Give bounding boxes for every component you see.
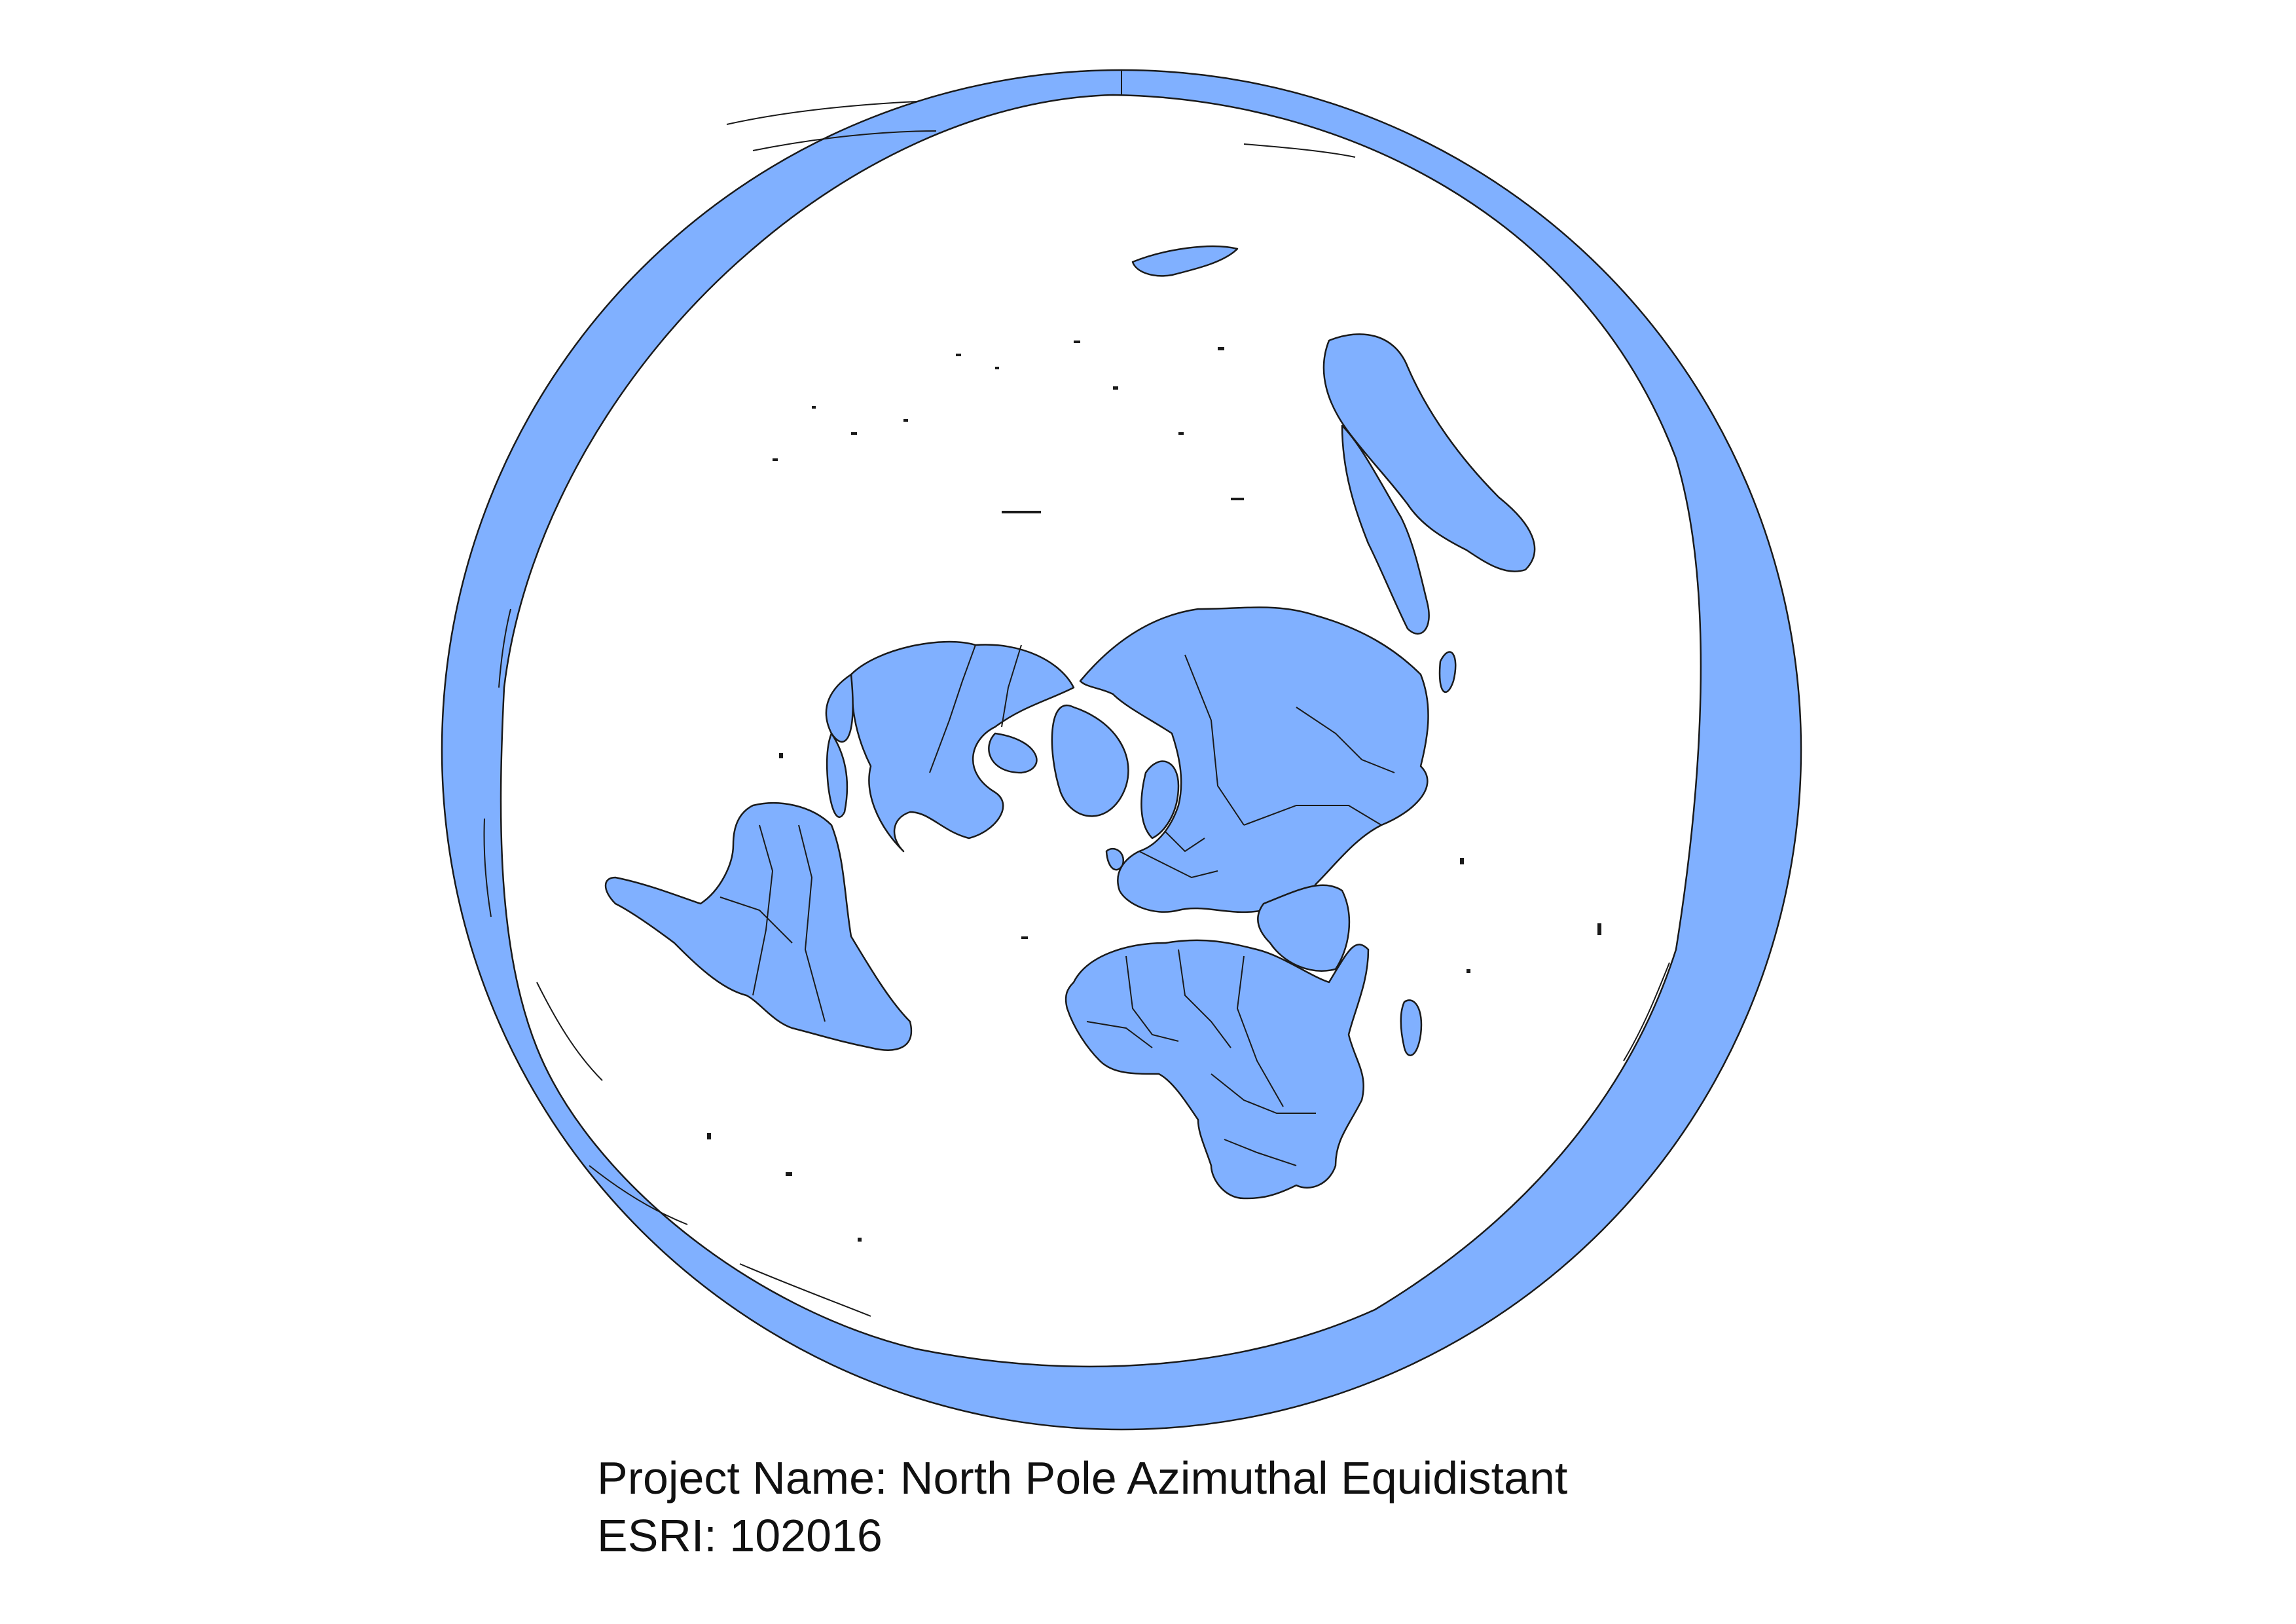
australia-fragment xyxy=(1131,245,1239,277)
scandinavia xyxy=(1140,760,1180,840)
eurasia xyxy=(1079,606,1429,913)
island-specks xyxy=(707,341,1601,1242)
madagascar xyxy=(1400,999,1423,1056)
antarctica-ring xyxy=(441,69,1802,1431)
esri-code-label: ESRI: 102016 xyxy=(597,1510,883,1561)
south-america xyxy=(604,802,913,1051)
africa-border-1 xyxy=(1125,955,1179,1042)
arabia xyxy=(1257,884,1351,972)
sa-border-3 xyxy=(720,896,793,944)
africa-border-5 xyxy=(1224,1139,1297,1166)
sa-border-1 xyxy=(752,824,774,996)
projection-name-label: Project Name: North Pole Azimuthal Equid… xyxy=(597,1452,1568,1504)
russia-border xyxy=(1184,654,1245,826)
europe-border-2 xyxy=(1165,831,1205,853)
canada-islands xyxy=(988,732,1038,774)
canada-internal-border xyxy=(1001,644,1022,728)
japan xyxy=(1438,651,1457,693)
north-america xyxy=(850,640,1075,853)
central-america xyxy=(826,732,848,818)
china-border xyxy=(1296,707,1395,773)
africa-border-6 xyxy=(1086,1021,1153,1048)
sa-border-2 xyxy=(798,824,826,1022)
africa-border-4 xyxy=(1211,1073,1316,1114)
africa-border-3 xyxy=(1236,955,1284,1107)
se-asia-chain xyxy=(1341,424,1430,635)
greenland xyxy=(1051,705,1129,817)
british-isles xyxy=(1105,847,1125,871)
africa xyxy=(1065,939,1370,1200)
africa-border-2 xyxy=(1178,949,1231,1048)
europe-border-1 xyxy=(1139,851,1218,879)
ring-coast-fragments xyxy=(483,101,1670,1317)
us-canada-border xyxy=(929,644,976,773)
us-alaska xyxy=(825,673,854,743)
kazakhstan-border xyxy=(1243,805,1382,826)
